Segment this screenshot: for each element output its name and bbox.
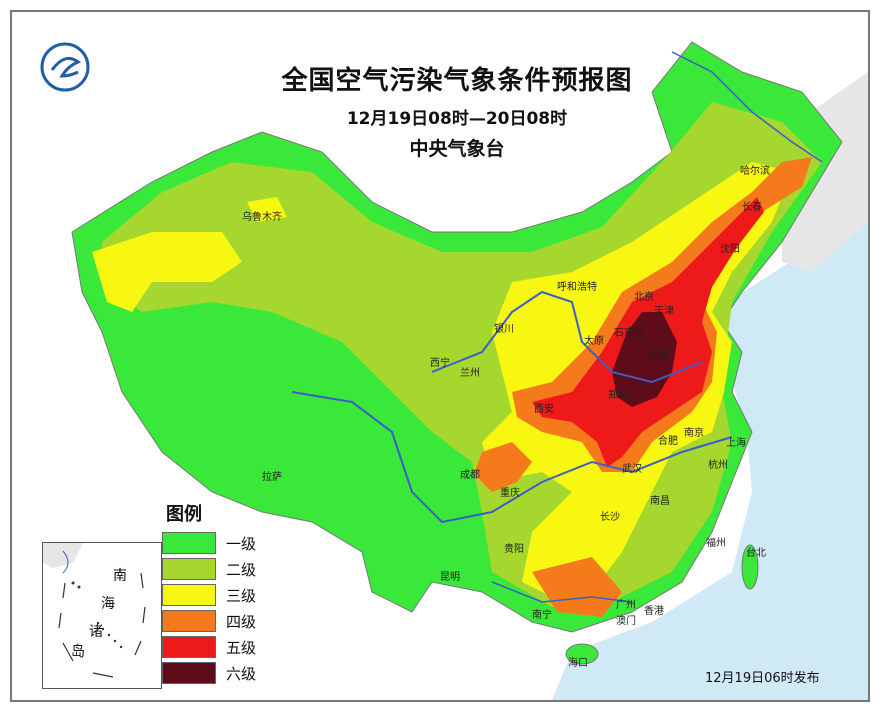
city-label: 西安 bbox=[534, 404, 554, 415]
yellow-patch-west bbox=[92, 232, 242, 312]
orange-patch-sichuan bbox=[474, 442, 532, 492]
inset-map bbox=[43, 543, 146, 678]
city-label: 郑州 bbox=[608, 390, 628, 401]
legend-row-level-4: 四级 bbox=[162, 608, 302, 634]
inset-island bbox=[77, 585, 81, 589]
city-label: 昆明 bbox=[440, 572, 460, 583]
inset-dash bbox=[62, 642, 74, 662]
legend-swatch bbox=[162, 584, 216, 606]
inset-island bbox=[101, 627, 105, 631]
inset-dash bbox=[58, 612, 62, 629]
city-label: 成都 bbox=[460, 470, 480, 481]
page-title: 全国空气污染气象条件预报图 bbox=[281, 66, 633, 96]
city-label: 西宁 bbox=[430, 358, 450, 369]
sea-area bbox=[552, 212, 868, 700]
pearl-river bbox=[491, 581, 633, 603]
south-china-sea-inset: 南 海 诸 岛 bbox=[42, 542, 162, 689]
city-label: 济南 bbox=[648, 350, 668, 361]
inset-dash bbox=[142, 606, 146, 624]
inset-island bbox=[96, 621, 100, 625]
city-label: 长春 bbox=[742, 202, 762, 213]
city-label: 天津 bbox=[654, 306, 674, 317]
inset-island bbox=[113, 639, 117, 643]
forecast-period: 12月19日08时—20日08时 bbox=[346, 109, 568, 129]
inset-label: 南 bbox=[113, 568, 127, 584]
city-label: 上海 bbox=[726, 438, 746, 449]
legend-title: 图例 bbox=[166, 504, 202, 525]
hainan-island bbox=[565, 643, 599, 665]
city-label: 海口 bbox=[568, 658, 588, 669]
city-label: 香港 bbox=[644, 606, 664, 617]
city-label: 乌鲁木齐 bbox=[242, 212, 282, 223]
legend-swatch bbox=[162, 662, 216, 684]
yangtze-river bbox=[291, 391, 733, 524]
city-label: 北京 bbox=[634, 292, 654, 303]
legend-row-level-1: 一级 bbox=[162, 530, 302, 556]
city-label: 哈尔滨 bbox=[740, 166, 770, 177]
inset-island bbox=[107, 633, 111, 637]
legend-swatch bbox=[162, 610, 216, 632]
taiwan-island bbox=[741, 544, 759, 590]
map-frame: 全国空气污染气象条件预报图 12月19日08时—20日08时 中央气象台 乌鲁木… bbox=[10, 10, 870, 702]
land-level-6 bbox=[612, 312, 677, 407]
inset-label: 岛 bbox=[71, 644, 85, 660]
orange-patch-guangxi bbox=[532, 557, 622, 617]
city-label: 福州 bbox=[706, 538, 726, 549]
legend-row-level-5: 五级 bbox=[162, 634, 302, 660]
legend-label: 二级 bbox=[226, 560, 257, 579]
city-label: 沈阳 bbox=[720, 244, 740, 255]
heilongjiang-river bbox=[671, 51, 823, 163]
legend-row-level-6: 六级 bbox=[162, 660, 302, 686]
city-label: 银川 bbox=[494, 324, 514, 335]
legend-row-level-2: 二级 bbox=[162, 556, 302, 582]
inset-land bbox=[43, 543, 83, 568]
inset-island bbox=[71, 581, 75, 585]
city-label: 南京 bbox=[684, 428, 704, 439]
city-label: 贵阳 bbox=[504, 544, 524, 555]
pollution-map bbox=[12, 12, 868, 700]
inset-coast bbox=[62, 550, 69, 574]
city-label: 澳门 bbox=[616, 616, 636, 627]
city-label: 武汉 bbox=[622, 464, 642, 475]
legend-swatch bbox=[162, 636, 216, 658]
legend-label: 四级 bbox=[226, 612, 257, 631]
legend-swatch bbox=[162, 532, 216, 554]
legend-row-level-3: 三级 bbox=[162, 582, 302, 608]
city-label: 杭州 bbox=[708, 460, 728, 471]
city-label: 长沙 bbox=[600, 512, 620, 523]
yellow-river bbox=[431, 290, 703, 384]
city-label: 呼和浩特 bbox=[557, 282, 597, 293]
inset-island bbox=[119, 645, 123, 649]
legend-label: 三级 bbox=[226, 586, 257, 605]
city-label: 兰州 bbox=[460, 368, 480, 379]
legend-label: 六级 bbox=[226, 664, 257, 683]
inset-dash bbox=[92, 672, 114, 678]
city-label: 南昌 bbox=[650, 496, 670, 507]
legend-label: 五级 bbox=[226, 638, 257, 657]
legend-swatch bbox=[162, 558, 216, 580]
legend-label: 一级 bbox=[226, 534, 257, 553]
city-label: 台北 bbox=[746, 548, 766, 559]
cma-logo bbox=[40, 42, 90, 92]
city-label: 南宁 bbox=[532, 610, 552, 621]
yellow-patch-urumqi bbox=[247, 197, 287, 222]
inset-dash bbox=[62, 582, 66, 599]
release-time: 12月19日06时发布 bbox=[705, 671, 820, 686]
inset-dash bbox=[134, 640, 142, 656]
map-legend: 图例 一级 二级 三级 四级 五级 六级 bbox=[162, 500, 302, 686]
city-label: 石家庄 bbox=[614, 328, 644, 339]
city-label: 拉萨 bbox=[262, 472, 282, 483]
city-label: 合肥 bbox=[658, 436, 678, 447]
city-label: 太原 bbox=[584, 336, 604, 347]
inset-label: 海 bbox=[101, 596, 115, 612]
city-label: 广州 bbox=[616, 600, 636, 611]
issuing-agency: 中央气象台 bbox=[409, 138, 505, 160]
inset-dash bbox=[140, 572, 144, 589]
city-label: 重庆 bbox=[500, 488, 520, 499]
inset-label: 诸 bbox=[89, 624, 103, 640]
